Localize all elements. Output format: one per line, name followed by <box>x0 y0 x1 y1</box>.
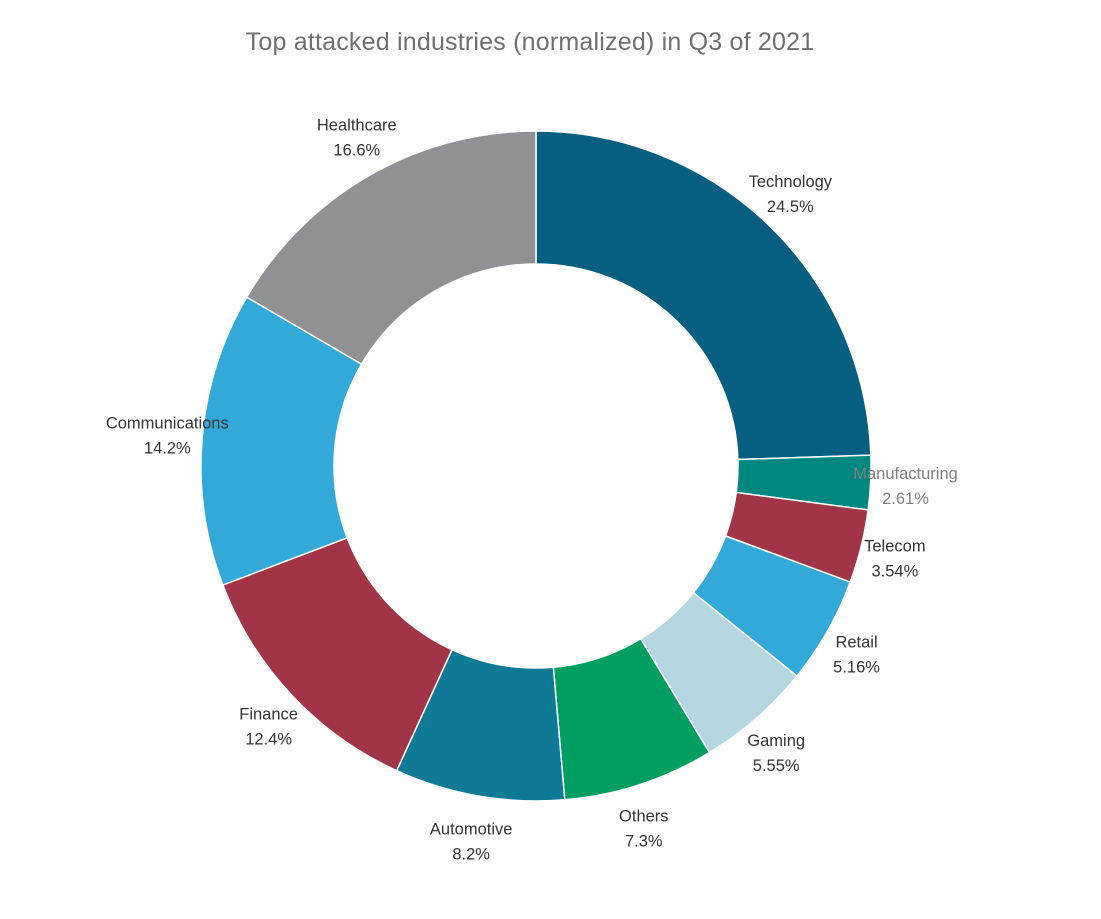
label-others: Others <box>619 807 669 825</box>
label-gaming: Gaming <box>747 732 805 750</box>
value-label-finance: 12.4% <box>245 731 292 749</box>
value-label-retail: 5.16% <box>833 658 880 676</box>
label-finance: Finance <box>239 706 298 724</box>
value-label-gaming: 5.55% <box>753 757 800 775</box>
value-label-automotive: 8.2% <box>452 845 490 863</box>
label-manufacturing: Manufacturing <box>853 465 958 483</box>
chart-title: Top attacked industries (normalized) in … <box>245 28 815 56</box>
label-retail: Retail <box>835 633 877 651</box>
value-label-communications: 14.2% <box>144 440 191 458</box>
label-telecom: Telecom <box>864 537 925 555</box>
label-communications: Communications <box>106 415 229 433</box>
label-automotive: Automotive <box>430 820 513 838</box>
slice-healthcare <box>245 130 537 366</box>
slice-technology <box>535 130 872 461</box>
value-label-telecom: 3.54% <box>871 562 918 580</box>
value-label-healthcare: 16.6% <box>333 141 380 159</box>
value-label-technology: 24.5% <box>767 198 814 216</box>
label-technology: Technology <box>749 173 833 191</box>
value-label-manufacturing: 2.61% <box>882 490 929 508</box>
value-label-others: 7.3% <box>625 832 663 850</box>
label-healthcare: Healthcare <box>317 116 397 134</box>
